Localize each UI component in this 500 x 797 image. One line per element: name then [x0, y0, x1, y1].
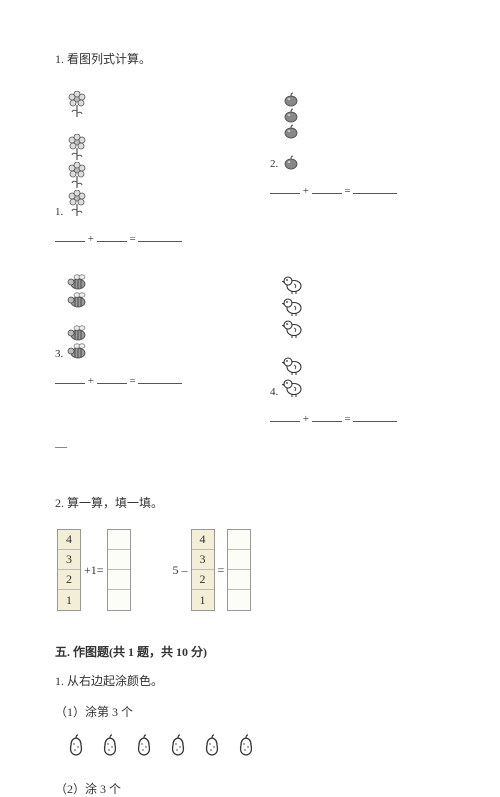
- pear-icon: [201, 734, 223, 758]
- s5-sub2: （2）涂 3 个: [55, 780, 450, 797]
- q1-problem-3: 3. + =: [55, 273, 235, 425]
- bee-icon: [67, 342, 89, 360]
- blank[interactable]: [312, 184, 342, 194]
- chick-icon: [282, 273, 304, 295]
- plus-sign: +: [88, 233, 94, 245]
- blank[interactable]: [270, 412, 300, 422]
- q1-p4-label: 4.: [270, 386, 278, 398]
- q2-left-op: +1=: [84, 563, 104, 578]
- s5-heading: 五. 作图题(共 1 题，共 10 分): [55, 643, 450, 660]
- q2-left-result[interactable]: [107, 529, 131, 611]
- q1-p2-label: 2.: [270, 158, 278, 170]
- plus-sign: +: [88, 375, 94, 387]
- blank[interactable]: [55, 374, 85, 384]
- pear-icon: [99, 734, 121, 758]
- equation-line: + =: [55, 232, 235, 245]
- stack-cell[interactable]: [228, 530, 250, 550]
- apple-icon: [282, 123, 300, 139]
- q2-right: 5 – 4 3 2 1 =: [173, 529, 252, 611]
- equation-line: + =: [270, 412, 450, 425]
- bee-icon: [67, 291, 89, 309]
- blank[interactable]: [138, 232, 182, 242]
- chick-icon: [282, 295, 304, 317]
- apple-icon: [282, 107, 300, 123]
- flower-icon: [67, 134, 89, 162]
- chick-icon: [282, 317, 304, 339]
- question-2: 2. 算一算，填一填。 4 3 2 1 +1= 5 – 4 3 2: [55, 494, 450, 611]
- question-1: 1. 看图列式计算。 1. + = 2. +: [55, 50, 450, 454]
- flower-icon: [67, 162, 89, 190]
- s5-sub1: （1）涂第 3 个: [55, 703, 450, 720]
- stack-cell[interactable]: [108, 590, 130, 610]
- blank[interactable]: [138, 374, 182, 384]
- q2-right-stack: 4 3 2 1: [191, 529, 215, 611]
- q2-right-pre: 5 –: [173, 563, 188, 578]
- apple-icon: [282, 154, 300, 170]
- bee-icon: [67, 273, 89, 291]
- q1-p3-icons: [67, 273, 89, 360]
- q1-p2-icons: [282, 91, 300, 170]
- stack-cell: 3: [192, 550, 214, 570]
- stack-cell[interactable]: [228, 550, 250, 570]
- equals-sign: =: [129, 233, 135, 245]
- stack-cell: 1: [58, 590, 80, 610]
- blank[interactable]: [353, 412, 397, 422]
- q1-p4-icons: [282, 273, 304, 398]
- stack-cell[interactable]: [108, 530, 130, 550]
- section-5: 五. 作图题(共 1 题，共 10 分) 1. 从右边起涂颜色。 （1）涂第 3…: [55, 643, 450, 797]
- stack-cell: 3: [58, 550, 80, 570]
- q1-title: 1. 看图列式计算。: [55, 50, 450, 67]
- equals-sign: =: [344, 413, 350, 425]
- stray-dash: —: [55, 439, 450, 454]
- equals-sign: =: [129, 375, 135, 387]
- q1-p1-label: 1.: [55, 206, 63, 218]
- stack-cell[interactable]: [108, 550, 130, 570]
- q2-title: 2. 算一算，填一填。: [55, 494, 450, 511]
- apple-icon: [282, 91, 300, 107]
- pear-row-1: [65, 734, 450, 758]
- chick-icon: [282, 354, 304, 376]
- equation-line: + =: [55, 374, 235, 387]
- pear-icon: [235, 734, 257, 758]
- blank[interactable]: [353, 184, 397, 194]
- equals-sign: =: [344, 185, 350, 197]
- q1-row-1: 1. + = 2. + =: [55, 91, 450, 245]
- q2-right-result[interactable]: [227, 529, 251, 611]
- plus-sign: +: [303, 413, 309, 425]
- plus-sign: +: [303, 185, 309, 197]
- chick-icon: [282, 376, 304, 398]
- pear-icon: [65, 734, 87, 758]
- flower-icon: [67, 91, 89, 119]
- stack-cell[interactable]: [108, 570, 130, 590]
- pear-icon: [167, 734, 189, 758]
- q1-problem-2: 2. + =: [270, 91, 450, 245]
- q1-p3-label: 3.: [55, 348, 63, 360]
- q2-left: 4 3 2 1 +1=: [57, 529, 131, 611]
- equation-line: + =: [270, 184, 450, 197]
- q2-left-stack: 4 3 2 1: [57, 529, 81, 611]
- blank[interactable]: [312, 412, 342, 422]
- q1-p1-icons: [67, 91, 89, 218]
- blank[interactable]: [270, 184, 300, 194]
- pear-icon: [133, 734, 155, 758]
- stack-cell[interactable]: [228, 570, 250, 590]
- flower-icon: [67, 190, 89, 218]
- q2-calc-row: 4 3 2 1 +1= 5 – 4 3 2 1 =: [57, 529, 450, 611]
- q2-right-eq: =: [218, 563, 225, 578]
- blank[interactable]: [97, 374, 127, 384]
- blank[interactable]: [55, 232, 85, 242]
- q1-row-2: 3. + = 4. + =: [55, 273, 450, 425]
- stack-cell: 4: [58, 530, 80, 550]
- s5-q1: 1. 从右边起涂颜色。: [55, 672, 450, 689]
- stack-cell[interactable]: [228, 590, 250, 610]
- bee-icon: [67, 324, 89, 342]
- stack-cell: 4: [192, 530, 214, 550]
- stack-cell: 1: [192, 590, 214, 610]
- blank[interactable]: [97, 232, 127, 242]
- q1-problem-1: 1. + =: [55, 91, 235, 245]
- stack-cell: 2: [58, 570, 80, 590]
- stack-cell: 2: [192, 570, 214, 590]
- q1-problem-4: 4. + =: [270, 273, 450, 425]
